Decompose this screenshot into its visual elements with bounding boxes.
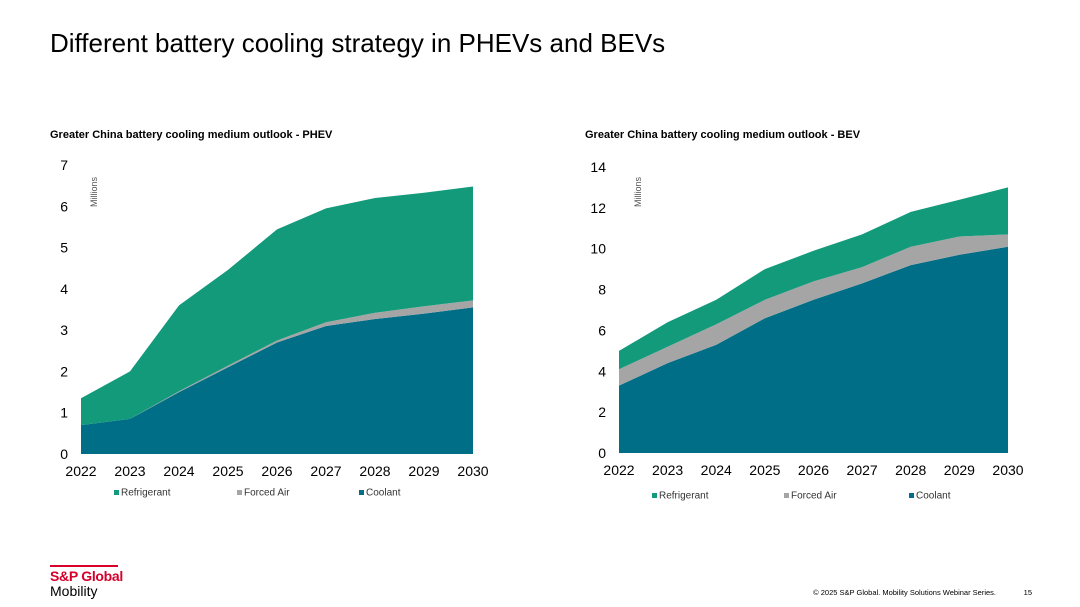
chart-title: Greater China battery cooling medium out… — [585, 129, 861, 141]
area-refrigerant — [619, 187, 1008, 370]
legend-item-coolant: Coolant — [909, 491, 951, 502]
x-tick-label: 2024 — [163, 463, 194, 479]
x-tick-label: 2025 — [212, 463, 243, 479]
logo-brand-text: S&P Global — [50, 568, 123, 584]
legend-label: Refrigerant — [659, 491, 709, 502]
y-tick-label: 3 — [60, 322, 68, 338]
legend-swatch — [784, 493, 789, 498]
x-tick-label: 2029 — [944, 462, 975, 478]
y-tick-label: 10 — [590, 241, 606, 257]
logo-accent-line — [50, 565, 118, 567]
legend-label: Coolant — [916, 491, 951, 502]
phev-chart: Greater China battery cooling medium out… — [0, 120, 520, 510]
x-tick-label: 2026 — [798, 462, 829, 478]
page-number: 15 — [1023, 588, 1032, 597]
x-tick-label: 2022 — [603, 462, 634, 478]
legend-swatch — [909, 493, 914, 498]
y-tick-label: 4 — [60, 281, 68, 297]
legend-label: Refrigerant — [121, 488, 171, 499]
x-tick-label: 2025 — [749, 462, 780, 478]
y-tick-label: 0 — [598, 445, 606, 461]
y-tick-label: 2 — [60, 363, 68, 379]
legend-item-forced-air: Forced Air — [784, 491, 837, 502]
legend-item-coolant: Coolant — [359, 488, 401, 499]
x-tick-label: 2028 — [895, 462, 926, 478]
y-tick-label: 2 — [598, 404, 606, 420]
y-tick-label: 1 — [60, 405, 68, 421]
y-tick-label: 0 — [60, 446, 68, 462]
x-tick-label: 2023 — [652, 462, 683, 478]
y-tick-label: 6 — [60, 198, 68, 214]
x-tick-label: 2030 — [457, 463, 488, 479]
y-tick-label: 8 — [598, 282, 606, 298]
x-tick-label: 2030 — [992, 462, 1023, 478]
area-refrigerant — [81, 186, 473, 426]
x-tick-label: 2024 — [701, 462, 732, 478]
y-tick-label: 6 — [598, 322, 606, 338]
chart-svg: Greater China battery cooling medium out… — [50, 129, 489, 499]
x-tick-label: 2022 — [65, 463, 96, 479]
y-tick-label: 14 — [590, 159, 606, 175]
area-coolant — [619, 246, 1008, 453]
x-tick-label: 2027 — [310, 463, 341, 479]
legend-label: Forced Air — [791, 491, 837, 502]
chart-title: Greater China battery cooling medium out… — [50, 129, 333, 141]
legend-swatch — [652, 493, 657, 498]
y-axis-unit-label: Millions — [89, 177, 99, 208]
legend-item-forced-air: Forced Air — [237, 488, 290, 499]
x-tick-label: 2026 — [261, 463, 292, 479]
x-tick-label: 2027 — [847, 462, 878, 478]
y-tick-label: 7 — [60, 157, 68, 173]
copyright-footer: © 2025 S&P Global. Mobility Solutions We… — [813, 588, 996, 597]
logo-sub-text: Mobility — [50, 583, 98, 599]
legend-label: Forced Air — [244, 488, 290, 499]
legend-swatch — [237, 490, 242, 495]
page-title: Different battery cooling strategy in PH… — [50, 28, 666, 58]
legend-item-refrigerant: Refrigerant — [652, 491, 709, 502]
y-axis-unit-label: Millions — [633, 177, 643, 208]
sp-global-mobility-logo: S&P Global Mobility — [50, 565, 123, 599]
area-forced-air — [619, 234, 1008, 386]
legend-swatch — [114, 490, 119, 495]
chart-svg: Greater China battery cooling medium out… — [585, 129, 1024, 502]
legend-swatch — [359, 490, 364, 495]
legend-label: Coolant — [366, 488, 401, 499]
x-tick-label: 2029 — [408, 463, 439, 479]
y-tick-label: 12 — [590, 200, 606, 216]
y-tick-label: 5 — [60, 240, 68, 256]
bev-chart: Greater China battery cooling medium out… — [540, 120, 1060, 510]
x-tick-label: 2028 — [359, 463, 390, 479]
x-tick-label: 2023 — [114, 463, 145, 479]
area-coolant — [81, 307, 473, 454]
y-tick-label: 4 — [598, 363, 606, 379]
legend-item-refrigerant: Refrigerant — [114, 488, 171, 499]
